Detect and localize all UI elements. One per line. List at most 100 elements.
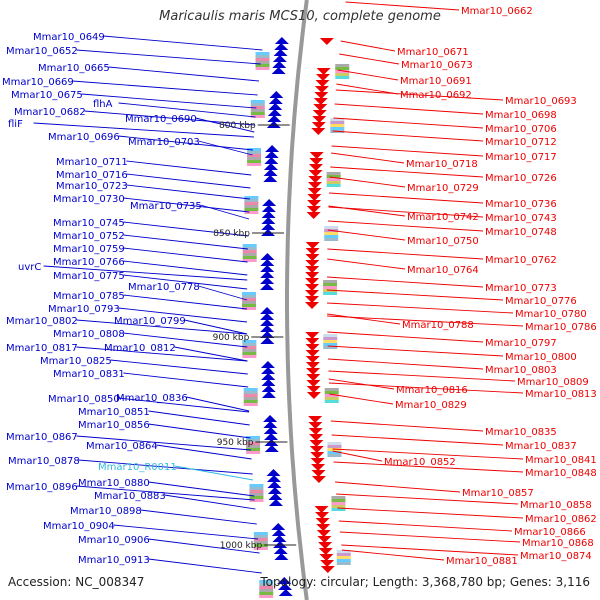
gene-arrow-left-strand — [263, 421, 278, 428]
gene-arrow-right-strand — [305, 290, 320, 297]
left-gene-leader-line — [200, 204, 250, 220]
genome-summary: Topology: circular; Length: 3,368,780 bp… — [260, 575, 590, 589]
gene-feature-block — [247, 154, 262, 157]
gene-arrow-right-strand — [320, 566, 335, 573]
left-gene-leader-line — [123, 197, 250, 213]
left-gene-label: Mmar10_0730 — [53, 194, 125, 205]
left-gene-label: Mmar10_0906 — [78, 535, 150, 546]
gene-feature-block — [242, 292, 257, 295]
right-gene-label: Mmar10_0671 — [397, 47, 469, 58]
left-gene-leader-line — [76, 49, 261, 65]
gene-feature-block — [253, 544, 268, 547]
gene-arrow-right-strand — [314, 92, 329, 99]
left-gene-label: Mmar10_0878 — [8, 456, 80, 467]
gene-arrow-left-strand — [267, 487, 282, 494]
left-gene-label: Mmar10_0696 — [48, 132, 120, 143]
gene-feature-block — [242, 352, 257, 355]
gene-arrow-left-strand — [264, 157, 279, 164]
right-gene-leader-line — [345, 1, 460, 11]
left-gene-label: Mmar10_0745 — [53, 218, 125, 229]
left-gene-label: Mmar10_0652 — [6, 46, 78, 57]
right-gene-leader-line — [332, 450, 383, 462]
left-gene-label: Mmar10_0812 — [104, 343, 176, 354]
scale-label: 950 kbp — [217, 438, 254, 448]
gene-arrow-right-strand — [319, 38, 334, 45]
right-gene-label: Mmar10_0816 — [396, 385, 468, 396]
gene-arrow-left-strand — [271, 67, 286, 74]
right-gene-leader-line — [340, 40, 396, 52]
gene-feature-block — [330, 118, 345, 121]
left-gene-label: Mmar10_0675 — [11, 90, 83, 101]
gene-feature-block — [242, 307, 257, 310]
gene-arrow-left-strand — [263, 427, 278, 434]
gene-arrow-right-strand — [311, 476, 326, 483]
right-gene-leader-line — [332, 130, 484, 142]
gene-arrow-left-strand — [265, 145, 280, 152]
left-gene-leader-line — [148, 481, 255, 497]
gene-feature-block — [253, 535, 268, 538]
gene-arrow-left-strand — [264, 433, 279, 440]
gene-feature-block — [324, 232, 339, 235]
right-gene-leader-line — [330, 166, 484, 178]
gene-feature-block — [246, 451, 261, 454]
gene-arrow-right-strand — [311, 470, 326, 477]
left-gene-label: Mmar10_0913 — [78, 555, 150, 566]
gene-arrow-left-strand — [268, 493, 283, 500]
left-gene-leader-line — [123, 247, 248, 263]
gene-feature-block — [242, 298, 257, 301]
gene-arrow-right-strand — [308, 416, 323, 423]
gene-feature-block — [243, 391, 258, 394]
right-gene-label: Mmar10_0691 — [400, 76, 472, 87]
left-gene-leader-line — [118, 307, 248, 323]
gene-feature-block — [253, 538, 268, 541]
gene-arrow-right-strand — [308, 176, 323, 183]
gene-arrow-left-strand — [261, 373, 276, 380]
right-gene-label: Mmar10_0866 — [514, 527, 586, 538]
gene-arrow-left-strand — [263, 169, 278, 176]
gene-arrow-right-strand — [305, 302, 320, 309]
gene-arrow-right-strand — [316, 524, 331, 531]
left-gene-leader-line — [43, 265, 248, 281]
gene-feature-block — [327, 445, 342, 448]
left-gene-label: Mmar10_0799 — [114, 316, 186, 327]
gene-arrow-right-strand — [306, 206, 321, 213]
left-gene-leader-line — [186, 396, 250, 412]
gene-feature-block — [326, 172, 341, 175]
scale-label: 800 kbp — [219, 121, 256, 131]
right-gene-label: Mmar10_0712 — [485, 137, 557, 148]
right-gene-label: Mmar10_0717 — [485, 152, 557, 163]
gene-arrow-left-strand — [260, 265, 275, 272]
right-gene-leader-line — [336, 83, 399, 95]
right-gene-label: Mmar10_0736 — [485, 199, 557, 210]
gene-feature-block — [327, 442, 342, 445]
right-gene-leader-line — [337, 69, 399, 81]
gene-arrow-right-strand — [306, 380, 321, 387]
left-gene-label: Mmar10_R0011 — [98, 462, 177, 473]
gene-feature-block — [259, 595, 274, 598]
gene-arrow-right-strand — [307, 194, 322, 201]
left-gene-leader-line — [123, 332, 248, 348]
right-gene-label: Mmar10_0773 — [485, 283, 557, 294]
gene-feature-block — [250, 106, 265, 109]
right-gene-leader-line — [339, 53, 400, 65]
gene-feature-block — [243, 388, 258, 391]
left-strand-layer: Mmar10_0649 Mmar10_0652 Mmar10_0665 Mmar10_… — [2, 32, 293, 598]
gene-arrow-left-strand — [260, 325, 275, 332]
gene-feature-block — [242, 355, 257, 358]
gene-feature-block — [331, 505, 346, 508]
right-gene-leader-line — [327, 248, 484, 260]
left-gene-label: Mmar10_0880 — [78, 478, 150, 489]
gene-arrow-left-strand — [267, 115, 282, 122]
gene-arrow-left-strand — [274, 37, 289, 44]
gene-arrow-left-strand — [261, 391, 276, 398]
gene-feature-block — [242, 253, 257, 256]
gene-feature-block — [331, 499, 346, 502]
right-gene-label: Mmar10_0829 — [395, 400, 467, 411]
right-gene-leader-line — [329, 176, 406, 188]
left-gene-label: Mmar10_0766 — [53, 257, 125, 268]
gene-feature-block — [242, 256, 257, 259]
gene-feature-block — [327, 454, 342, 457]
gene-arrow-right-strand — [307, 188, 322, 195]
gene-arrow-left-strand — [266, 475, 281, 482]
right-gene-label: Mmar10_0835 — [485, 427, 557, 438]
